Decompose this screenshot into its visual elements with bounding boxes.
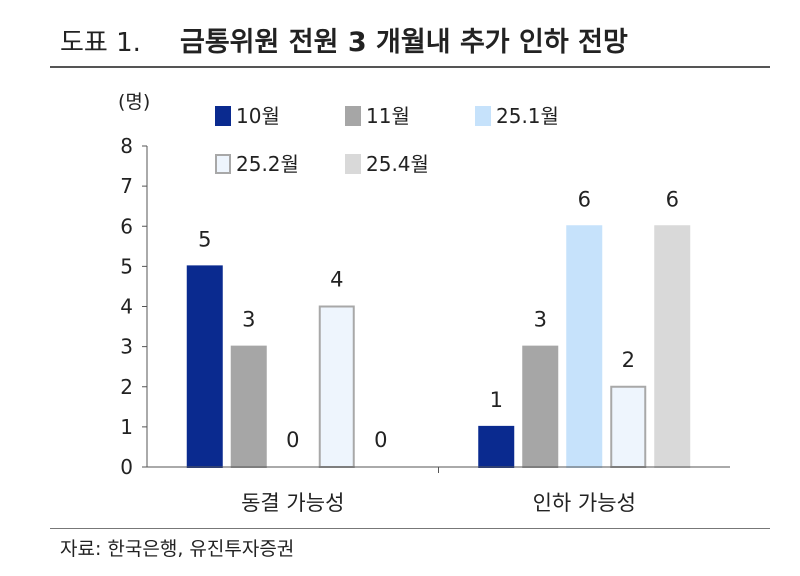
bar-10-1 [186,265,223,468]
bar-25-1-2 [566,225,603,468]
y-tick-label: 0 [120,455,133,479]
data-label: 5 [198,227,211,251]
data-label: 6 [666,187,679,211]
y-axis-unit-label: (명) [118,91,150,113]
source-note: 자료: 한국은행, 유진투자증권 [60,538,295,560]
legend-swatch [215,154,231,174]
bar-10-2 [478,425,515,468]
legend-label: 25.2월 [236,152,299,176]
y-axis: 0 1 2 3 4 5 6 7 8 [120,134,148,479]
data-label: 2 [622,348,635,372]
legend-swatch [345,154,361,174]
data-label: 6 [578,187,591,211]
data-label: 3 [534,308,547,332]
y-tick-label: 3 [120,335,133,359]
y-tick-label: 7 [120,174,133,198]
legend-label: 10월 [236,104,280,128]
y-tick-label: 8 [120,134,133,158]
x-category-label: 인하 가능성 [533,491,636,515]
bar-11-1 [230,345,267,468]
data-label: 3 [242,308,255,332]
legend-swatch [215,106,231,126]
bar-25-4-2 [654,225,691,468]
data-label: 1 [490,388,503,412]
x-category-label: 동결 가능성 [241,491,344,515]
figure-label: 도표 1. [60,28,141,58]
legend-swatch [475,106,491,126]
x-axis: 동결 가능성 인하 가능성 [147,466,730,515]
legend-swatch [345,106,361,126]
legend: 10월 11월 25.1월 25.2월 25.4월 [215,104,559,176]
legend-label: 25.1월 [496,104,559,128]
bars: 5 3 0 4 0 1 3 6 2 6 [186,187,691,468]
source-rule [50,528,770,529]
y-tick-label: 5 [120,254,133,278]
y-tick-label: 2 [120,375,133,399]
y-tick-label: 4 [120,295,133,319]
bar-25-2-1 [318,305,355,468]
legend-label: 25.4월 [366,152,429,176]
bar-25-2-2 [610,385,647,468]
y-tick-label: 1 [120,415,133,439]
title-rule [50,66,770,68]
data-label: 4 [330,268,343,292]
legend-label: 11월 [366,104,410,128]
bar-11-2 [522,345,559,468]
data-label: 0 [286,428,299,452]
data-label: 0 [374,428,387,452]
y-tick-label: 6 [120,214,133,238]
figure-title: 금통위원 전원 3 개월내 추가 인하 전망 [180,27,628,58]
